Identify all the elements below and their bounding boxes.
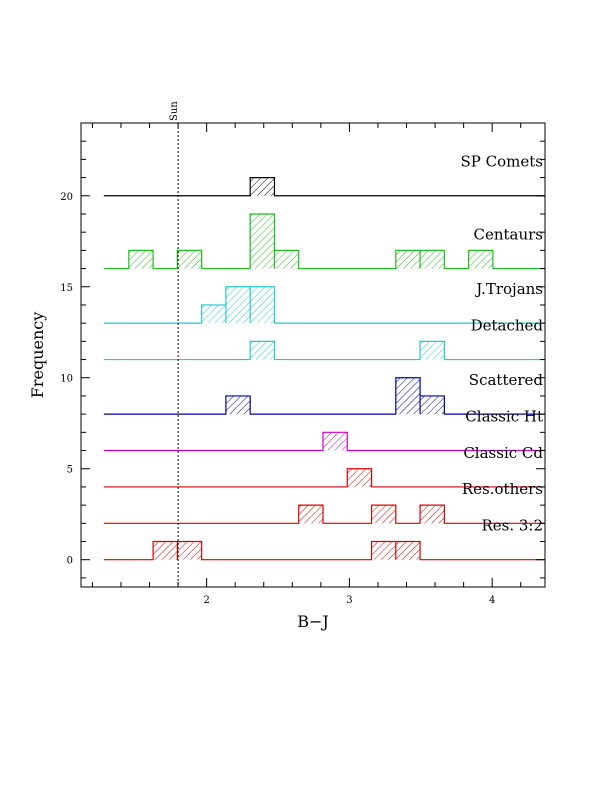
series-2: J.Trojans [103,280,545,324]
bar-5-0 [322,432,348,451]
plot-border [80,122,546,588]
y-tick-label-1: 5 [67,465,73,476]
series-outline-3 [103,340,545,361]
series-0: SP Comets [103,153,545,197]
bar-2-1 [225,286,251,324]
y-tick-label-0: 0 [67,556,73,567]
series-outline-2 [103,286,545,324]
bar-6-0 [347,468,372,487]
series-6: Classic Cd [103,444,545,488]
bar-7-2 [420,505,445,524]
series-label-3: Detached [471,316,544,334]
bar-1-1 [177,250,202,269]
series-outline-0 [103,176,545,197]
bar-8-2 [371,541,396,560]
y-tick-label-2: 10 [60,374,73,385]
series-label-2: J.Trojans [474,280,543,298]
bar-1-0 [128,250,154,269]
bar-2-2 [250,286,275,324]
bar-4-1 [395,377,421,415]
series-8: Res. 3:2 [103,517,545,561]
bar-7-0 [298,505,323,524]
bar-1-5 [420,250,445,269]
series-label-8: Res. 3:2 [481,517,543,535]
series-label-6: Classic Cd [463,444,543,462]
series-1: Centaurs [103,213,545,270]
series-label-4: Scattered [469,371,544,389]
bar-3-0 [250,341,275,360]
x-axis-title: B−J [297,612,329,631]
series-outline-4 [103,377,545,415]
sun-label: Sun [169,101,180,121]
bar-1-2 [250,213,275,269]
series-layer: SP Comets Centaurs J.Trojans Detached Scatte… [103,153,545,561]
series-4: Scattered [103,371,545,415]
series-3: Detached [103,316,545,361]
series-5: Classic Ht [103,407,545,452]
bar-2-0 [201,304,226,324]
series-outline-8 [103,540,545,561]
bar-1-4 [395,250,421,269]
y-tick-label-4: 20 [60,192,73,203]
bar-8-0 [153,541,178,560]
bar-8-1 [177,541,202,560]
bar-4-0 [225,395,251,415]
series-outline-1 [103,213,545,270]
axis-ticks: 2 3 4 0 5 10 15 20 [60,123,545,606]
series-label-1: Centaurs [473,225,543,243]
bar-1-3 [274,250,299,269]
series-outline-5 [103,431,545,452]
series-outline-6 [103,468,545,488]
series-label-5: Classic Ht [465,407,543,425]
y-axis-title: Frequency [28,312,47,399]
sun-line-group: Sun [169,101,180,587]
x-tick-label-2: 4 [489,595,495,606]
bar-1-6 [468,250,493,269]
series-label-0: SP Comets [461,153,543,171]
bar-7-1 [371,505,396,524]
series-label-7: Res.others [462,480,543,498]
series-outline-7 [103,504,545,524]
x-tick-label-0: 2 [203,595,209,606]
x-tick-label-1: 3 [346,595,352,606]
bar-4-2 [420,395,445,415]
bar-0-0 [250,177,275,196]
plot-frame [80,122,546,588]
y-tick-label-3: 15 [60,283,73,294]
series-7: Res.others [103,480,545,524]
bar-8-3 [395,541,421,560]
bar-3-1 [420,341,445,360]
